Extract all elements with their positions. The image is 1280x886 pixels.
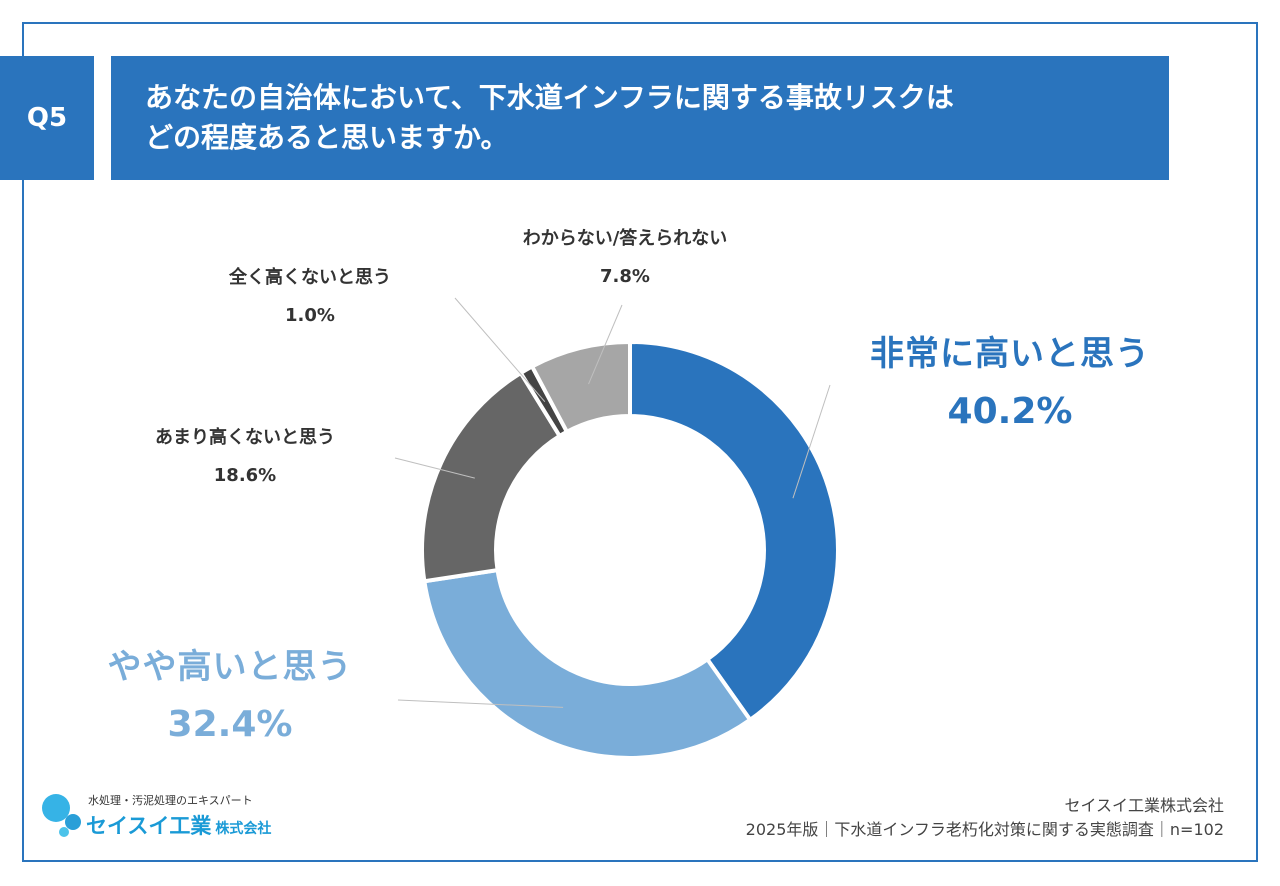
- slice-label-dont-know: わからない/答えられない 7.8%: [470, 226, 780, 290]
- slice-value-dont-know: 7.8%: [600, 266, 650, 287]
- slice-value-somewhat-high: 32.4%: [167, 704, 293, 745]
- footer-company: セイスイ工業株式会社: [1064, 796, 1224, 815]
- logo-name-suffix: 株式会社: [215, 821, 272, 837]
- question-title: あなたの自治体において、下水道インフラに関する事故リスクは どの程度あると思いま…: [111, 56, 1169, 180]
- slice-value-not-very-high: 18.6%: [213, 465, 277, 486]
- slice-label-somewhat-high: やや高いと思う 32.4%: [70, 645, 390, 747]
- slice-name-somewhat-high: やや高いと思う: [107, 647, 353, 687]
- slice-dont-know: [529, 339, 632, 435]
- water-drop-icon: [42, 794, 81, 837]
- question-title-line1: あなたの自治体において、下水道インフラに関する事故リスクは: [145, 81, 954, 114]
- slice-somewhat-high-leader-line: [397, 699, 564, 708]
- question-title-line2: どの程度あると思いますか。: [145, 121, 509, 154]
- slice-somewhat-high: [422, 567, 753, 760]
- slice-not-very-high-leader-line: [394, 457, 475, 479]
- slice-value-not-high-at-all: 1.0%: [285, 305, 335, 326]
- logo-name-main: セイスイ工業: [86, 814, 212, 838]
- slice-name-dont-know: わからない/答えられない: [522, 228, 728, 249]
- slice-name-very-high: 非常に高いと思う: [870, 334, 1150, 374]
- slice-label-not-very-high: あまり高くないと思う 18.6%: [110, 425, 380, 489]
- slice-label-not-high-at-all: 全く高くないと思う 1.0%: [185, 265, 435, 329]
- company-logo: 水処理・汚泥処理のエキスパート セイスイ工業 株式会社: [40, 792, 271, 842]
- question-number: Q5: [0, 56, 94, 180]
- slice-very-high: [628, 339, 840, 723]
- logo-tagline: 水処理・汚泥処理のエキスパート: [88, 794, 253, 807]
- slice-value-very-high: 40.2%: [947, 391, 1073, 432]
- footer: セイスイ工業株式会社 2025年版｜下水道インフラ老朽化対策に関する実態調査｜n…: [746, 794, 1224, 842]
- slice-very-high-leader-line: [792, 384, 831, 499]
- slice-name-not-very-high: あまり高くないと思う: [155, 427, 335, 448]
- slice-name-not-high-at-all: 全く高くないと思う: [229, 267, 391, 288]
- footer-source: 2025年版｜下水道インフラ老朽化対策に関する実態調査｜n=102: [745, 820, 1224, 839]
- logo-name: セイスイ工業 株式会社: [86, 810, 271, 840]
- slice-dont-know-leader-line: [588, 304, 623, 385]
- slice-label-very-high: 非常に高いと思う 40.2%: [835, 332, 1185, 434]
- slice-not-high-at-all-leader-line: [454, 297, 546, 403]
